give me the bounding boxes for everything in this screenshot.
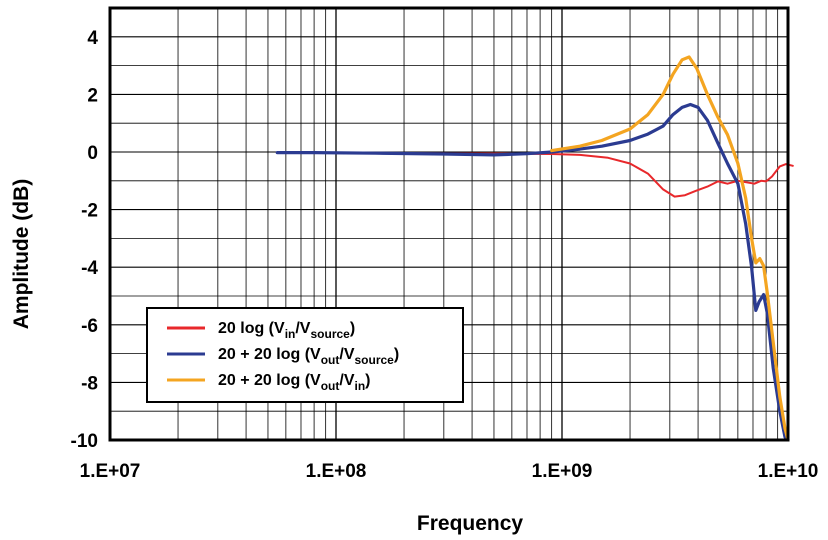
x-tick-label: 1.E+09 (532, 461, 593, 482)
y-tick-label: 0 (87, 143, 98, 164)
plot-frame (108, 6, 790, 442)
legend-label-vout_vin: 20 + 20 log (Vout/Vin) (218, 372, 371, 393)
x-tick-label: 1.E+10 (758, 461, 819, 482)
x-tick-label: 1.E+07 (80, 461, 141, 482)
series-lines (275, 55, 794, 440)
x-tick-labels: 1.E+07 1.E+08 1.E+09 1.E+10 (80, 461, 819, 482)
y-tick-label: -2 (81, 201, 98, 222)
series-line-vout_vin (550, 55, 790, 440)
x-tick-label: 1.E+08 (306, 461, 367, 482)
y-tick-label: -6 (81, 316, 98, 337)
y-axis-label: Amplitude (dB) (10, 179, 33, 329)
legend-label-vin_vsource: 20 log (Vin/Vsource) (218, 320, 355, 341)
y-tick-label: -8 (81, 373, 98, 394)
y-tick-labels: 4 2 0 -2 -4 -6 -8 -10 (71, 28, 99, 452)
legend-label-vout_vsource: 20 + 20 log (Vout/Vsource) (218, 346, 399, 367)
y-tick-label: -4 (81, 258, 98, 279)
x-axis-label: Frequency (417, 512, 524, 535)
y-tick-label: 4 (87, 28, 98, 49)
y-tick-label: -10 (71, 431, 98, 452)
legend: 20 log (Vin/Vsource) 20 + 20 log (Vout/Vs… (146, 307, 464, 403)
series-line-vout_vsource (275, 102, 790, 440)
y-tick-label: 2 (87, 85, 98, 106)
